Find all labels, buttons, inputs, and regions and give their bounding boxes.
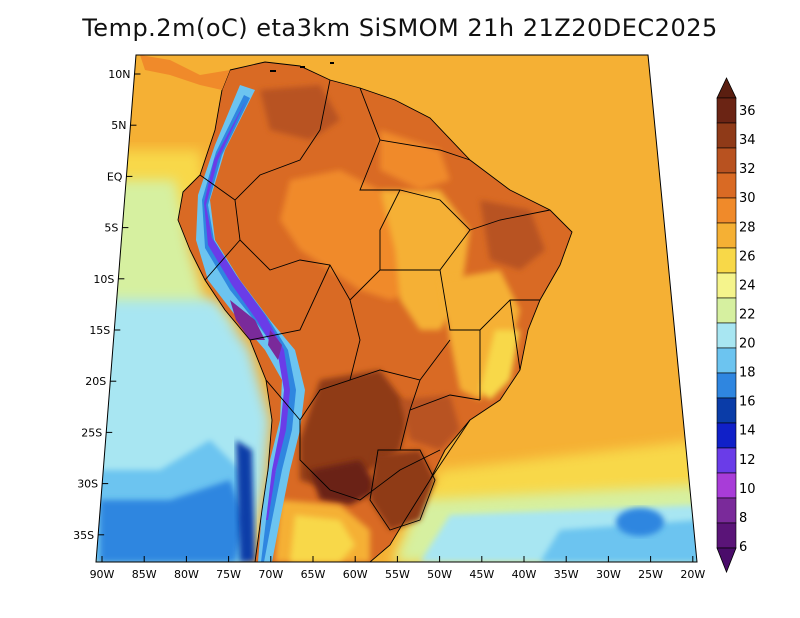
- south-brazil: [400, 395, 460, 450]
- andes-peaks: [230, 300, 282, 360]
- lat-tick-label: 5N: [111, 119, 126, 132]
- chaco-hottest: [310, 460, 380, 505]
- colorbar-label: 24: [739, 278, 756, 293]
- patagonia-yellow: [290, 515, 355, 562]
- lon-tick-label: 50W: [427, 568, 452, 581]
- lon-tick-label: 20W: [680, 568, 705, 581]
- colorbar-label: 28: [739, 220, 756, 235]
- colorbar-label: 30: [739, 191, 756, 206]
- lat-tick-label: 5S: [104, 222, 118, 235]
- atlantic-coldest-patch: [616, 508, 664, 536]
- colorbar-label: 6: [739, 540, 747, 555]
- lon-tick-label: 30W: [596, 568, 621, 581]
- central-america: [140, 55, 230, 90]
- lat-tick-label: 15S: [89, 324, 110, 337]
- page-title: Temp.2m(oC) eta3km SiSMOM 21h 21Z20DEC20…: [82, 14, 718, 42]
- colorbar-label: 18: [739, 366, 756, 381]
- country-borders: [177, 61, 573, 562]
- lat-tick-label: 20S: [85, 375, 106, 388]
- lat-tick-label: 30S: [77, 478, 98, 491]
- colorbar-top-arrow: [716, 77, 737, 99]
- lon-tick-label: 80W: [174, 568, 199, 581]
- colorbar-swatch: [716, 372, 737, 399]
- lon-tick-label: 60W: [343, 568, 368, 581]
- colorbar-bottom-arrow: [716, 547, 737, 574]
- lat-tick-label: EQ: [107, 170, 123, 183]
- colorbar-swatch: [716, 347, 737, 374]
- colorbar-swatch: [716, 172, 737, 199]
- colorbar-swatch: [716, 272, 737, 299]
- colorbar-swatch: [716, 147, 737, 174]
- uruguay-hot: [370, 450, 435, 530]
- northeast-hot: [480, 200, 545, 270]
- colorbar-label: 16: [739, 395, 756, 410]
- map-area: [96, 55, 697, 562]
- colorbar-label: 32: [739, 162, 756, 177]
- colorbar-label: 22: [739, 307, 756, 322]
- colorbar-swatch: [716, 222, 737, 249]
- colorbar-swatch: [716, 122, 737, 149]
- colorbar-label: 34: [739, 133, 756, 148]
- coast-yellow: [480, 330, 520, 400]
- colorbar-swatch: [716, 397, 737, 424]
- lon-tick-label: 40W: [512, 568, 537, 581]
- pacific-mild: [96, 180, 235, 330]
- lon-tick-label: 70W: [258, 568, 283, 581]
- lon-tick-label: 65W: [301, 568, 326, 581]
- colorbar-label: 14: [739, 424, 756, 439]
- pacific-coast-strip: [236, 440, 255, 562]
- colorbar-swatch: [716, 447, 737, 474]
- colorbar-swatch: [716, 297, 737, 324]
- lon-tick-label: 25W: [638, 568, 663, 581]
- lon-tick-label: 85W: [132, 568, 157, 581]
- pacific-colder: [100, 480, 245, 562]
- lon-tick-label: 45W: [469, 568, 494, 581]
- colorbar-swatch: [716, 497, 737, 524]
- colorbar-swatch: [716, 522, 737, 549]
- colorbar-swatch: [716, 322, 737, 349]
- lat-tick-label: 10N: [108, 68, 130, 81]
- colorbar: 36 34 32 30 28 26 24 22 20 18 16 14 12 10 8 6: [716, 77, 756, 574]
- lon-tick-label: 35W: [554, 568, 579, 581]
- lon-tick-label: 55W: [385, 568, 410, 581]
- colorbar-label: 20: [739, 337, 756, 352]
- latitude-axis: 10N 5N EQ 5S 10S 15S 20S 25S 30S 35S: [73, 68, 141, 542]
- venezuela-hot: [260, 85, 340, 140]
- colorbar-label: 12: [739, 453, 756, 468]
- colorbar-label: 36: [739, 104, 756, 119]
- north-coast: [380, 130, 450, 190]
- map-frame: [95, 54, 698, 563]
- lon-tick-label: 90W: [90, 568, 115, 581]
- longitude-axis: 90W 85W 80W 75W 70W 65W 60W 55W 50W 45W 40W 35W 30W 2…: [90, 556, 705, 581]
- colorbar-label: 26: [739, 249, 756, 264]
- colorbar-swatch: [716, 472, 737, 499]
- colorbar-label: 8: [739, 511, 747, 526]
- lat-tick-label: 25S: [81, 426, 102, 439]
- atlantic-cold-patch: [540, 520, 697, 562]
- lat-tick-label: 10S: [93, 273, 114, 286]
- lat-tick-label: 35S: [73, 529, 94, 542]
- colorbar-label: 10: [739, 482, 756, 497]
- colorbar-swatch: [716, 422, 737, 449]
- colorbar-swatch: [716, 197, 737, 224]
- lon-tick-label: 75W: [216, 568, 241, 581]
- colorbar-swatch: [716, 247, 737, 274]
- colorbar-swatch: [716, 97, 737, 124]
